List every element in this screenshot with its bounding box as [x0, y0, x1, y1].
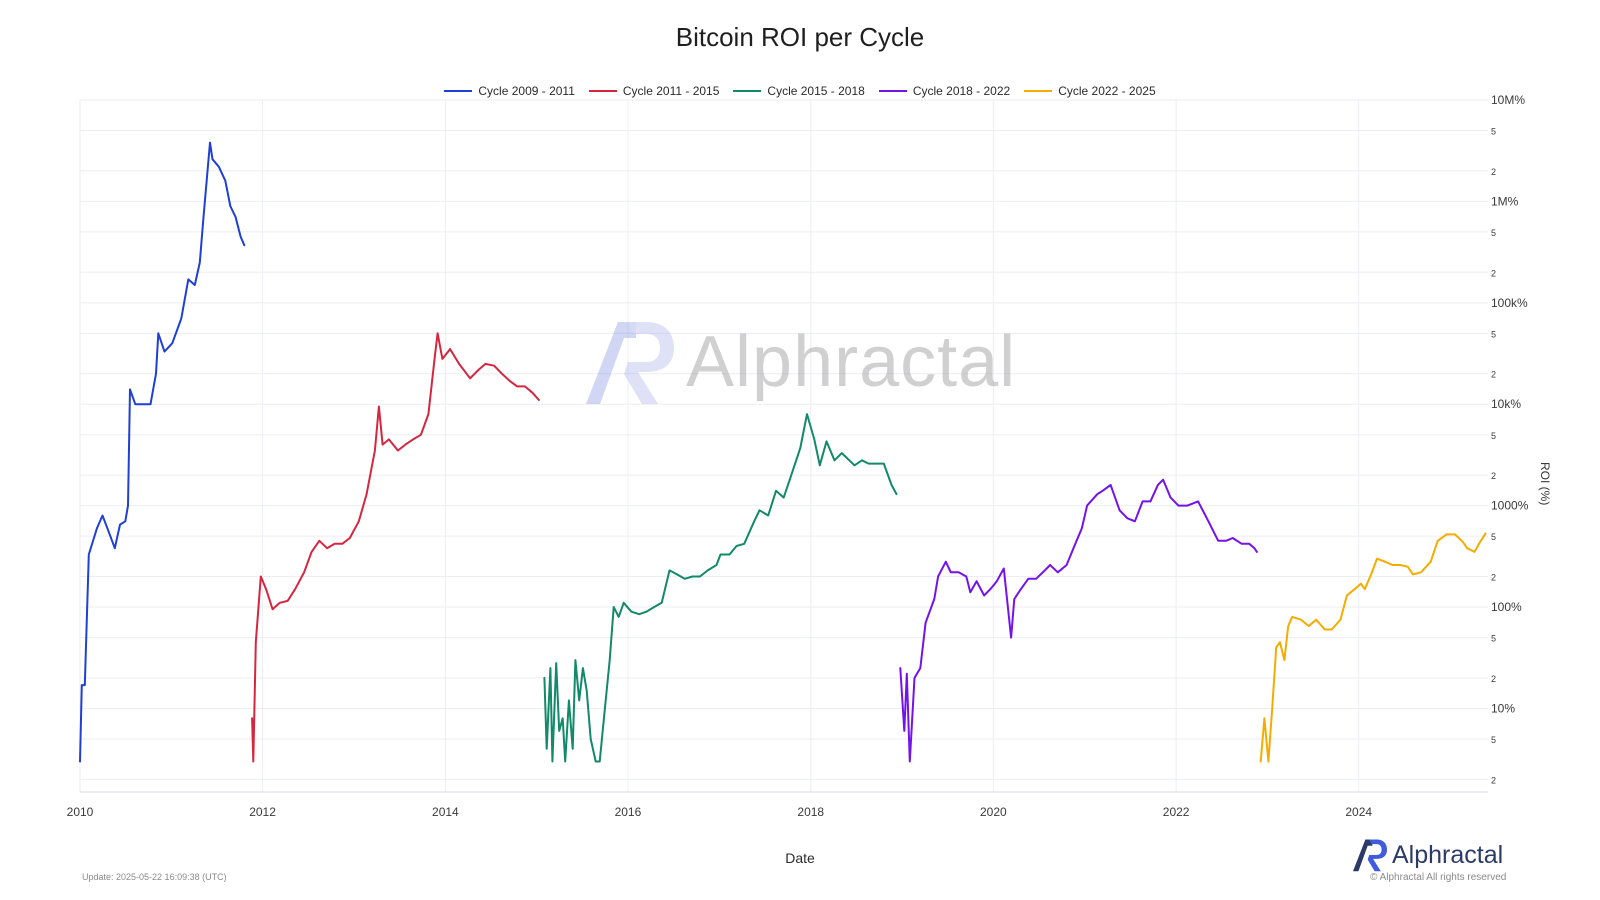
copyright-note: © Alphractal All rights reserved: [1370, 872, 1507, 883]
legend-item-2[interactable]: Cycle 2011 - 2015: [588, 84, 720, 98]
x-tick-label: 2010: [67, 805, 94, 819]
legend-swatch: [878, 90, 907, 92]
legend-item-3[interactable]: Cycle 2015 - 2018: [733, 84, 865, 98]
x-tick-label: 2012: [249, 805, 276, 819]
y-tick-label: 5: [1491, 532, 1496, 542]
legend-label: Cycle 2018 - 2022: [912, 84, 1011, 98]
y-tick-label: 5: [1491, 634, 1496, 644]
legend-label: Cycle 2009 - 2011: [478, 84, 575, 98]
x-tick-label: 2014: [432, 805, 459, 819]
legend-label: Cycle 2022 - 2025: [1058, 84, 1156, 98]
chart-legend: Cycle 2009 - 2011 Cycle 2011 - 2015 Cycle …: [0, 84, 1600, 98]
y-tick-label: 100k%: [1491, 296, 1528, 310]
watermark-text: Alphractal: [686, 322, 1017, 402]
brand-name: Alphractal: [1392, 840, 1504, 869]
y-tick-label: 2: [1491, 268, 1496, 278]
y-tick-label: 5: [1491, 431, 1496, 441]
y-tick-label: 10k%: [1491, 397, 1521, 411]
y-tick-label: 2: [1491, 674, 1496, 684]
y-tick-label: 5: [1491, 329, 1496, 339]
legend-swatch: [1024, 90, 1053, 92]
series-line-1: [79, 141, 246, 763]
y-tick-label: 5: [1491, 228, 1496, 238]
x-tick-label: 2016: [615, 805, 642, 819]
y-tick-label: 5: [1491, 127, 1496, 137]
legend-swatch: [444, 90, 473, 92]
y-tick-label: 2: [1491, 775, 1496, 785]
y-tick-label: 2: [1491, 167, 1496, 177]
x-tick-label: 2022: [1163, 805, 1190, 819]
brand-logo: Alphractal: [1352, 838, 1503, 872]
legend-label: Cycle 2011 - 2015: [622, 84, 720, 98]
watermark: Alphractal: [584, 318, 1016, 406]
series-line-2: [251, 332, 540, 763]
legend-swatch: [588, 90, 617, 92]
chart-title: Bitcoin ROI per Cycle: [675, 22, 925, 52]
grid-lines: [79, 99, 1488, 792]
series-line-5: [1259, 532, 1487, 763]
x-tick-label: 2020: [980, 805, 1007, 819]
y-tick-label: 10M%: [1491, 93, 1525, 107]
y-tick-label: 1000%: [1491, 499, 1529, 513]
y-tick-label: 100%: [1491, 600, 1522, 614]
legend-label: Cycle 2015 - 2018: [767, 84, 865, 98]
y-tick-label: 10%: [1491, 701, 1515, 715]
x-tick-label: 2024: [1345, 805, 1372, 819]
legend-item-4[interactable]: Cycle 2018 - 2022: [878, 84, 1011, 98]
alphractal-logo-icon: [586, 322, 674, 404]
x-tick-label: 2018: [797, 805, 824, 819]
y-tick-label: 2: [1491, 573, 1496, 583]
x-axis-title: Date: [785, 850, 815, 866]
y-tick-label: 5: [1491, 735, 1496, 745]
series-line-3: [543, 413, 898, 763]
alphractal-brand-icon: [1353, 839, 1387, 872]
y-tick-label: 2: [1491, 471, 1496, 481]
series-line-4: [899, 478, 1258, 763]
legend-item-5[interactable]: Cycle 2022 - 2025: [1024, 84, 1156, 98]
y-tick-label: 1M%: [1491, 194, 1519, 208]
y-axis-title: ROI (%): [1538, 462, 1552, 506]
legend-item-1[interactable]: Cycle 2009 - 2011: [444, 84, 575, 98]
update-timestamp: Update: 2025-05-22 16:09:38 (UTC): [82, 872, 227, 882]
legend-swatch: [733, 90, 762, 92]
y-tick-label: 2: [1491, 370, 1496, 380]
